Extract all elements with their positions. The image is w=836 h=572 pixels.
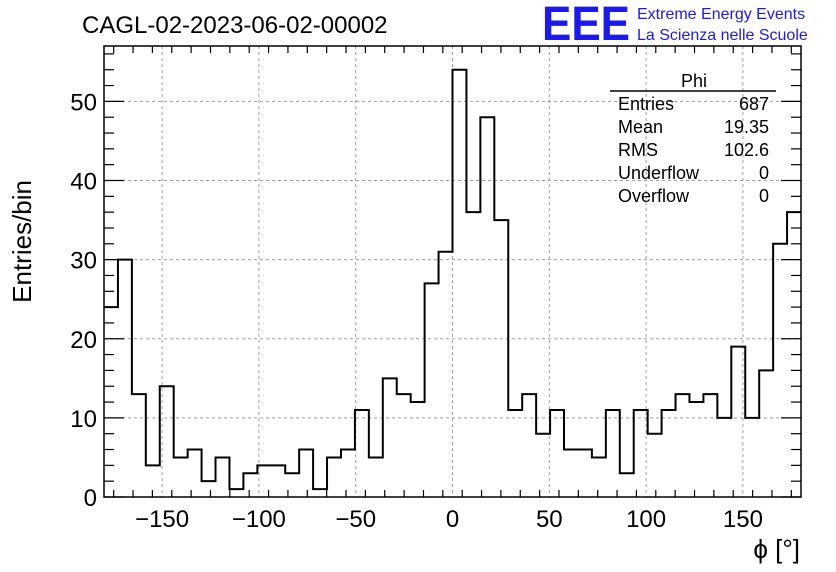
plot-frame bbox=[103, 45, 802, 498]
x-tick-label: −100 bbox=[232, 506, 286, 533]
x-tick-labels: −150 −100 −50 0 50 100 150 bbox=[135, 506, 763, 533]
stats-box: Phi Entries 687 Mean 19.35 RMS 102.6 Underflow… bbox=[610, 71, 776, 206]
logo-line-2: La Scienza nelle Scuole bbox=[637, 27, 808, 44]
stats-row-label: Overflow bbox=[618, 186, 690, 206]
x-axis-label: ϕ [°] bbox=[753, 534, 800, 564]
y-tick-label: 30 bbox=[70, 248, 97, 275]
y-tick-labels: 0 10 20 30 40 50 bbox=[70, 89, 97, 512]
stats-row-label: RMS bbox=[618, 140, 658, 160]
axis-ticks bbox=[104, 46, 801, 498]
x-tick-label: 100 bbox=[626, 506, 666, 533]
y-tick-label: 20 bbox=[70, 327, 97, 354]
stats-row-label: Entries bbox=[618, 94, 674, 114]
x-tick-label: 50 bbox=[536, 506, 563, 533]
y-tick-label: 10 bbox=[70, 406, 97, 433]
stats-row-label: Underflow bbox=[618, 163, 700, 183]
stats-row-value: 102.6 bbox=[724, 140, 769, 160]
x-tick-label: −150 bbox=[135, 506, 189, 533]
y-axis-label: Entries/bin bbox=[7, 180, 37, 303]
x-tick-label: −50 bbox=[335, 506, 376, 533]
y-tick-label: 0 bbox=[84, 485, 97, 512]
y-tick-label: 40 bbox=[70, 169, 97, 196]
stats-row-value: 687 bbox=[739, 94, 769, 114]
chart-title: CAGL-02-2023-06-02-00002 bbox=[82, 12, 388, 39]
x-tick-label: 0 bbox=[446, 506, 459, 533]
stats-row-value: 0 bbox=[759, 163, 769, 183]
y-tick-label: 50 bbox=[70, 89, 97, 116]
histogram-series-phi bbox=[104, 68, 801, 491]
x-tick-label: 150 bbox=[723, 506, 763, 533]
stats-row-label: Mean bbox=[618, 117, 663, 137]
stats-title: Phi bbox=[681, 71, 707, 91]
stats-row-value: 0 bbox=[759, 186, 769, 206]
stats-row-value: 19.35 bbox=[724, 117, 769, 137]
logo-line-1: Extreme Energy Events bbox=[637, 6, 805, 23]
eee-logo-letters: EEE bbox=[542, 0, 630, 51]
